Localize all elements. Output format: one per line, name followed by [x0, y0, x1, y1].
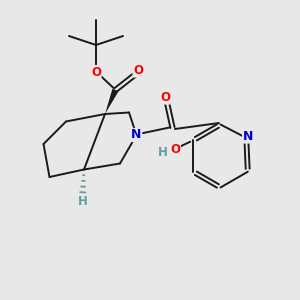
Text: N: N: [131, 128, 142, 142]
Text: O: O: [160, 91, 170, 104]
Text: O: O: [91, 65, 101, 79]
Text: H: H: [78, 195, 87, 208]
Text: O: O: [170, 143, 180, 156]
Text: O: O: [133, 64, 143, 77]
Text: N: N: [243, 130, 253, 143]
Polygon shape: [105, 89, 119, 114]
Text: H: H: [158, 146, 168, 159]
